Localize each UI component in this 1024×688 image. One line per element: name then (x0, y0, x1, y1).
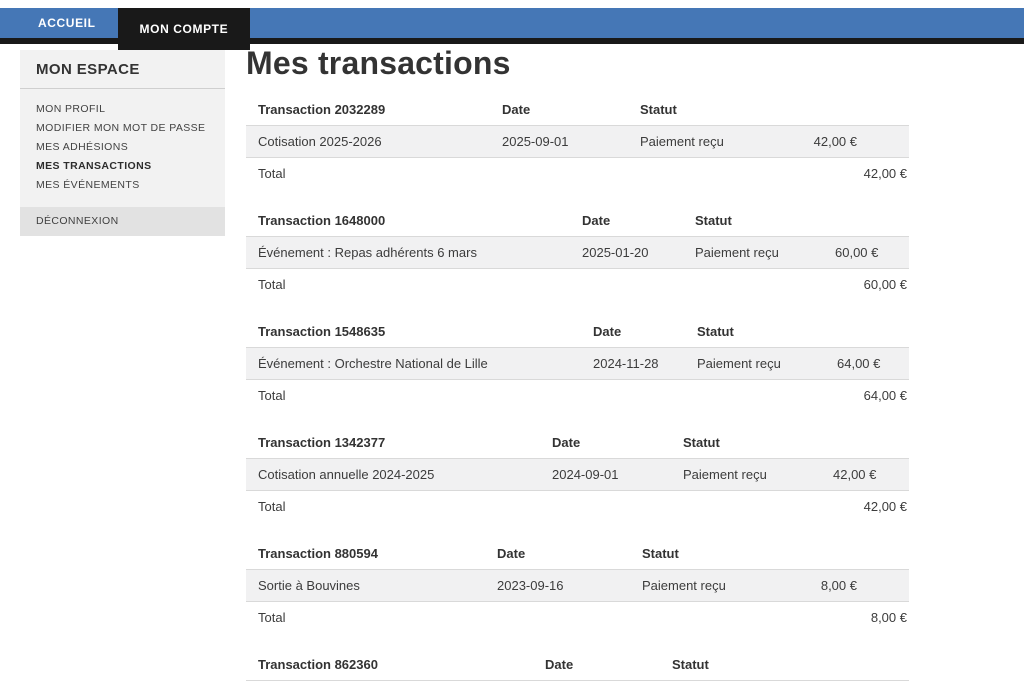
sidebar-title: MON ESPACE (20, 50, 225, 89)
sidebar-nav: MON PROFIL MODIFIER MON MOT DE PASSE MES… (20, 89, 225, 207)
transaction-date: 2024-09-01 (540, 458, 671, 491)
status-column-header: Statut (630, 538, 790, 570)
total-label: Total (258, 499, 286, 514)
total-amount: 8,00 € (870, 610, 907, 625)
transaction-amount: 60,00 € (823, 236, 909, 269)
transaction-status: Paiement reçu (685, 347, 825, 380)
table-header-row: Transaction 2032289 Date Statut (246, 94, 909, 126)
transaction-amount: 42,00 € (788, 125, 909, 158)
table-header-row: Transaction 1648000 Date Statut (246, 205, 909, 237)
transaction-id-header: Transaction 2032289 (246, 94, 490, 126)
sidebar: MON ESPACE MON PROFIL MODIFIER MON MOT D… (20, 50, 225, 236)
transaction-description: Événement : Orchestre National de Lille (246, 347, 581, 380)
tab-accueil[interactable]: ACCUEIL (38, 16, 96, 30)
date-column-header: Date (570, 205, 683, 237)
transaction-amount: 42,00 € (821, 458, 909, 491)
amount-column-header (810, 649, 909, 681)
total-row: Total 42,00 € (246, 158, 909, 190)
total-amount: 64,00 € (863, 388, 907, 403)
status-column-header: Statut (671, 427, 821, 459)
transaction-description: Sortie à Bouvines (246, 569, 485, 602)
transaction-date: 2025-09-01 (490, 125, 628, 158)
status-column-header: Statut (685, 316, 825, 348)
top-navigation-bar: ACCUEIL MON COMPTE (0, 8, 1024, 50)
date-column-header: Date (540, 427, 671, 459)
table-row: Sortie à Bouvines 2023-09-16 Paiement re… (246, 569, 909, 602)
table-row: Cotisation annuelle 2024-2025 2024-09-01… (246, 458, 909, 491)
transaction-id-header: Transaction 1648000 (246, 205, 570, 237)
total-amount: 42,00 € (863, 499, 907, 514)
amount-column-header (790, 538, 909, 570)
total-row: Total 64,00 € (246, 380, 909, 412)
sidebar-item-mes-transactions[interactable]: MES TRANSACTIONS (36, 160, 152, 172)
total-row: Total 60,00 € (246, 269, 909, 301)
table-row: Événement : Repas adhérents 6 mars 2025-… (246, 236, 909, 269)
transaction-id-header: Transaction 862360 (246, 649, 533, 681)
transaction-amount: 64,00 € (825, 347, 909, 380)
transaction-status: Paiement reçu (628, 125, 788, 158)
table-row: Événement : Orchestre National de Lille … (246, 347, 909, 380)
sidebar-item-modifier-mot-de-passe[interactable]: MODIFIER MON MOT DE PASSE (36, 122, 206, 134)
transaction-description: Cotisation 2025-2026 (246, 125, 490, 158)
transaction-id-header: Transaction 880594 (246, 538, 485, 570)
date-column-header: Date (581, 316, 685, 348)
total-row: Total 42,00 € (246, 491, 909, 523)
amount-column-header (821, 427, 909, 459)
table-header-row: Transaction 880594 Date Statut (246, 538, 909, 570)
table-header-row: Transaction 1342377 Date Statut (246, 427, 909, 459)
total-label: Total (258, 277, 286, 292)
amount-column-header (825, 316, 909, 348)
transaction-id-header: Transaction 1342377 (246, 427, 540, 459)
sidebar-item-mon-profil[interactable]: MON PROFIL (36, 103, 106, 115)
page: ACCUEIL MON COMPTE MON ESPACE MON PROFIL… (0, 8, 1024, 681)
transaction-date: 2023-09-16 (485, 569, 630, 602)
transaction-table: Transaction 1548635 Date Statut Événemen… (246, 316, 909, 411)
transaction-table: Transaction 1648000 Date Statut Événemen… (246, 205, 909, 300)
date-column-header: Date (533, 649, 660, 681)
transaction-status: Paiement reçu (630, 569, 790, 602)
table-row: Cotisation 2025-2026 2025-09-01 Paiement… (246, 125, 909, 158)
total-label: Total (258, 166, 286, 181)
amount-column-header (788, 94, 909, 126)
page-title: Mes transactions (246, 45, 511, 81)
sidebar-item-mes-evenements[interactable]: MES ÉVÉNEMENTS (36, 179, 140, 191)
transaction-date: 2024-11-28 (581, 347, 685, 380)
date-column-header: Date (490, 94, 628, 126)
total-label: Total (258, 610, 286, 625)
total-amount: 42,00 € (863, 166, 907, 181)
transaction-table: Transaction 2032289 Date Statut Cotisati… (246, 94, 909, 189)
transaction-description: Cotisation annuelle 2024-2025 (246, 458, 540, 491)
transaction-date: 2025-01-20 (570, 236, 683, 269)
sidebar-item-mes-adhesions[interactable]: MES ADHÉSIONS (36, 141, 129, 153)
status-column-header: Statut (628, 94, 788, 126)
amount-column-header (823, 205, 909, 237)
transaction-status: Paiement reçu (683, 236, 823, 269)
transaction-table: Transaction 1342377 Date Statut Cotisati… (246, 427, 909, 522)
main-content: Mes transactions Transaction 2032289 Dat… (246, 44, 909, 688)
transaction-amount: 8,00 € (790, 569, 909, 602)
status-column-header: Statut (660, 649, 810, 681)
table-header-row: Transaction 1548635 Date Statut (246, 316, 909, 348)
total-amount: 60,00 € (863, 277, 907, 292)
date-column-header: Date (485, 538, 630, 570)
status-column-header: Statut (683, 205, 823, 237)
transaction-status: Paiement reçu (671, 458, 821, 491)
transaction-table: Transaction 862360 Date Statut (246, 649, 909, 681)
total-row: Total 8,00 € (246, 602, 909, 634)
transaction-table: Transaction 880594 Date Statut Sortie à … (246, 538, 909, 633)
total-label: Total (258, 388, 286, 403)
transaction-description: Événement : Repas adhérents 6 mars (246, 236, 570, 269)
transaction-id-header: Transaction 1548635 (246, 316, 581, 348)
table-header-row: Transaction 862360 Date Statut (246, 649, 909, 681)
sidebar-item-deconnexion[interactable]: DÉCONNEXION (20, 207, 225, 236)
tab-mon-compte[interactable]: MON COMPTE (117, 8, 251, 50)
